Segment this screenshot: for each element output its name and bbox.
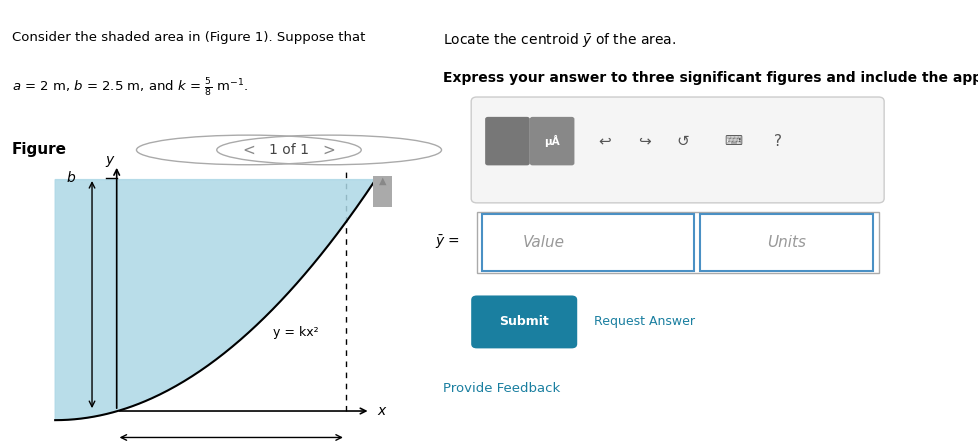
Text: y = kx²: y = kx² <box>272 326 318 339</box>
FancyBboxPatch shape <box>529 117 574 165</box>
Text: $a$ = 2 m, $b$ = 2.5 m, and $k$ = $\frac{5}{8}$ m$^{-1}$.: $a$ = 2 m, $b$ = 2.5 m, and $k$ = $\frac… <box>12 77 247 99</box>
Text: b: b <box>67 171 75 185</box>
FancyBboxPatch shape <box>476 212 877 273</box>
Text: Provide Feedback: Provide Feedback <box>443 381 560 395</box>
FancyBboxPatch shape <box>485 117 529 165</box>
Text: Express your answer to three significant figures and include the appropriate uni: Express your answer to three significant… <box>443 71 978 85</box>
Text: >: > <box>323 142 335 157</box>
Text: ↺: ↺ <box>676 134 689 149</box>
Text: ↪: ↪ <box>637 134 650 149</box>
Text: ?: ? <box>774 134 781 149</box>
Text: μÅ: μÅ <box>544 135 559 147</box>
Text: 1 of 1: 1 of 1 <box>269 143 309 157</box>
Text: Locate the centroid $\bar{y}$ of the area.: Locate the centroid $\bar{y}$ of the are… <box>443 31 676 49</box>
Text: <: < <box>243 142 255 157</box>
FancyBboxPatch shape <box>470 295 577 348</box>
Text: Consider the shaded area in (Figure 1). Suppose that: Consider the shaded area in (Figure 1). … <box>12 31 365 44</box>
Text: $\bar{y}$ =: $\bar{y}$ = <box>434 234 460 251</box>
Text: Submit: Submit <box>499 315 549 329</box>
Text: Value: Value <box>522 235 564 250</box>
Text: x: x <box>378 404 385 418</box>
Text: y: y <box>106 153 113 167</box>
Text: Figure: Figure <box>12 142 67 157</box>
FancyBboxPatch shape <box>482 214 693 271</box>
Text: Units: Units <box>766 235 805 250</box>
Polygon shape <box>55 179 376 420</box>
Text: ⌨: ⌨ <box>724 135 741 148</box>
FancyBboxPatch shape <box>470 97 883 203</box>
Text: ↩: ↩ <box>599 134 611 149</box>
FancyBboxPatch shape <box>699 214 872 271</box>
Text: ▲: ▲ <box>378 176 385 186</box>
Text: Request Answer: Request Answer <box>594 315 694 329</box>
Bar <box>372 176 391 207</box>
